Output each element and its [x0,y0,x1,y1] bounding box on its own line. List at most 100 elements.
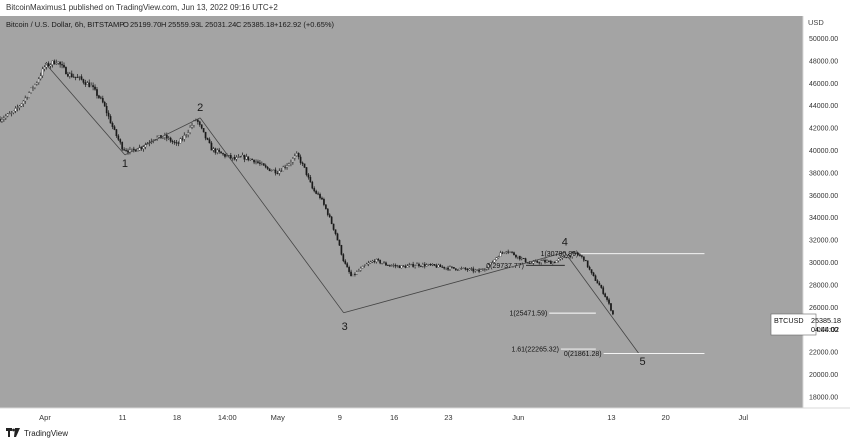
candle-body [55,63,58,65]
candle-body [410,263,413,265]
candle-body [534,260,537,262]
y-tick-label: 30000.00 [809,260,838,267]
candle-body [387,264,389,266]
candle-body [12,110,15,113]
candle-body [183,135,186,140]
candle-body [385,262,387,266]
candle-body [359,267,362,271]
candle-body [344,260,347,264]
candle-body [398,265,401,269]
candle-body [474,269,477,272]
candle-body [123,149,125,151]
candle-body [577,253,579,255]
candle-body [377,259,380,261]
candle-body [200,124,203,129]
candle-body [80,76,83,80]
candle-body [125,149,127,151]
candle-body [30,87,32,93]
candle-body [72,76,75,78]
candle-body [196,119,199,122]
candle-body [24,97,27,102]
candle-body [293,155,296,159]
chart-plot-area[interactable] [0,16,803,408]
candle-body [416,263,418,266]
x-tick-label: 20 [662,413,670,422]
candle-body [499,252,502,257]
candle-body [449,266,451,270]
candle-body [189,127,191,133]
candle-body [113,126,116,130]
candle-body [532,261,535,264]
price-axis: 50000.00 48000.00 46000.00 44000.00 42000.00… [809,36,838,401]
candle-body [262,163,265,166]
candle-body [78,76,81,78]
candle-body [222,153,224,155]
candle-body [132,148,135,150]
candle-body [88,82,91,88]
candle-body [559,257,562,260]
candle-body [454,268,457,270]
candle-body [336,233,339,241]
y-tick-label: 20000.00 [809,372,838,379]
candle-body [596,280,599,284]
candle-body [582,256,585,261]
ohlc-high-label: H [161,20,166,29]
price-chart[interactable]: USD Bitcoin / U.S. Dollar, 6h, BITSTAMP … [0,16,850,424]
y-tick-label: 42000.00 [809,126,838,133]
symbol-info: Bitcoin / U.S. Dollar, 6h, BITSTAMP O 25… [6,20,335,29]
candle-body [8,113,11,115]
candle-body [363,265,366,267]
candle-body [111,123,114,127]
candle-body [185,134,188,136]
ohlc-low-value: 25031.24 [205,20,236,29]
candle-body [65,67,67,75]
candle-body [255,161,257,163]
candle-body [70,73,73,78]
candle-body [305,167,308,175]
ohlc-open-value: 25199.70 [130,20,161,29]
candle-body [82,79,85,83]
candle-body [445,267,447,269]
candle-body [204,131,207,139]
candle-body [274,169,277,174]
candle-body [346,263,349,268]
candle-body [268,168,271,172]
price-axis-area[interactable] [803,16,850,408]
candle-body [553,262,556,264]
candle-body [530,263,533,264]
candle-body [328,214,331,218]
candle-body [470,268,473,270]
x-tick-label: 23 [444,413,452,422]
candle-body [140,147,143,149]
candle-body [109,116,112,124]
time-axis-area[interactable] [0,408,850,424]
candle-body [515,254,517,258]
candle-body [592,272,595,276]
candle-body [32,87,34,89]
candle-body [181,138,184,140]
candle-body [235,157,238,160]
footer-brand[interactable]: TradingView [24,429,69,438]
candle-body [249,158,252,161]
footer: TradingView [0,424,850,443]
candle-body [453,267,455,269]
candle-body [431,264,434,266]
candle-body [326,208,329,215]
candle-body [509,251,511,253]
candle-body [538,262,541,264]
ohlc-low-label: L [199,20,203,29]
candle-body [34,84,36,89]
candle-body [472,268,475,272]
candle-body [14,108,17,112]
x-tick-label: May [271,413,285,422]
wave-segment [124,117,201,156]
candle-body [292,158,294,163]
candle-body [400,265,403,269]
price-tag-box [770,313,817,336]
candle-body [458,268,461,271]
fib-label: 1(30780.86) [541,251,579,258]
candle-body [206,137,209,140]
candle-body [311,181,314,189]
y-tick-label: 44000.00 [809,103,838,110]
candle-body [177,142,180,144]
